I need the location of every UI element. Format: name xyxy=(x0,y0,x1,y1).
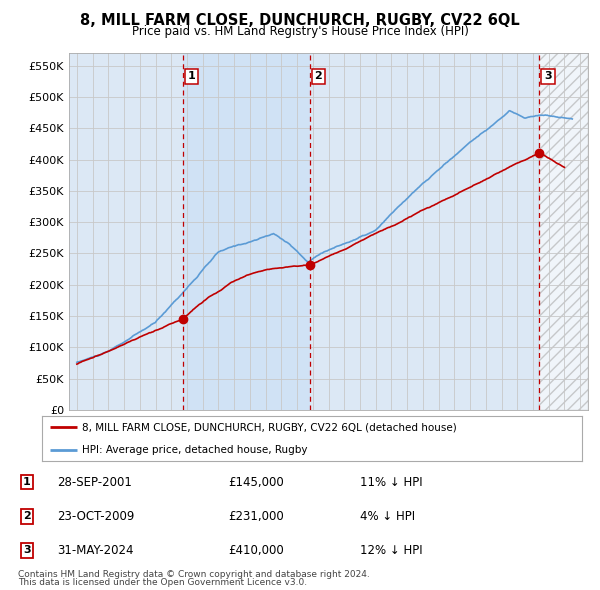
Text: £410,000: £410,000 xyxy=(228,544,284,557)
Text: 4% ↓ HPI: 4% ↓ HPI xyxy=(360,510,415,523)
Text: 2: 2 xyxy=(314,71,322,81)
Text: Contains HM Land Registry data © Crown copyright and database right 2024.: Contains HM Land Registry data © Crown c… xyxy=(18,571,370,579)
Text: 12% ↓ HPI: 12% ↓ HPI xyxy=(360,544,422,557)
Text: 3: 3 xyxy=(544,71,552,81)
Text: 8, MILL FARM CLOSE, DUNCHURCH, RUGBY, CV22 6QL (detached house): 8, MILL FARM CLOSE, DUNCHURCH, RUGBY, CV… xyxy=(83,422,457,432)
Text: 31-MAY-2024: 31-MAY-2024 xyxy=(57,544,133,557)
Text: £231,000: £231,000 xyxy=(228,510,284,523)
Text: This data is licensed under the Open Government Licence v3.0.: This data is licensed under the Open Gov… xyxy=(18,578,307,587)
Text: 1: 1 xyxy=(23,477,31,487)
Text: HPI: Average price, detached house, Rugby: HPI: Average price, detached house, Rugb… xyxy=(83,445,308,455)
Text: 2: 2 xyxy=(23,512,31,521)
Text: £145,000: £145,000 xyxy=(228,476,284,489)
Text: 11% ↓ HPI: 11% ↓ HPI xyxy=(360,476,422,489)
Text: 1: 1 xyxy=(188,71,196,81)
Text: 28-SEP-2001: 28-SEP-2001 xyxy=(57,476,132,489)
Text: Price paid vs. HM Land Registry's House Price Index (HPI): Price paid vs. HM Land Registry's House … xyxy=(131,25,469,38)
Text: 8, MILL FARM CLOSE, DUNCHURCH, RUGBY, CV22 6QL: 8, MILL FARM CLOSE, DUNCHURCH, RUGBY, CV… xyxy=(80,13,520,28)
Text: 3: 3 xyxy=(23,546,31,555)
Bar xyxy=(539,53,588,410)
Text: 23-OCT-2009: 23-OCT-2009 xyxy=(57,510,134,523)
Bar xyxy=(183,53,310,410)
